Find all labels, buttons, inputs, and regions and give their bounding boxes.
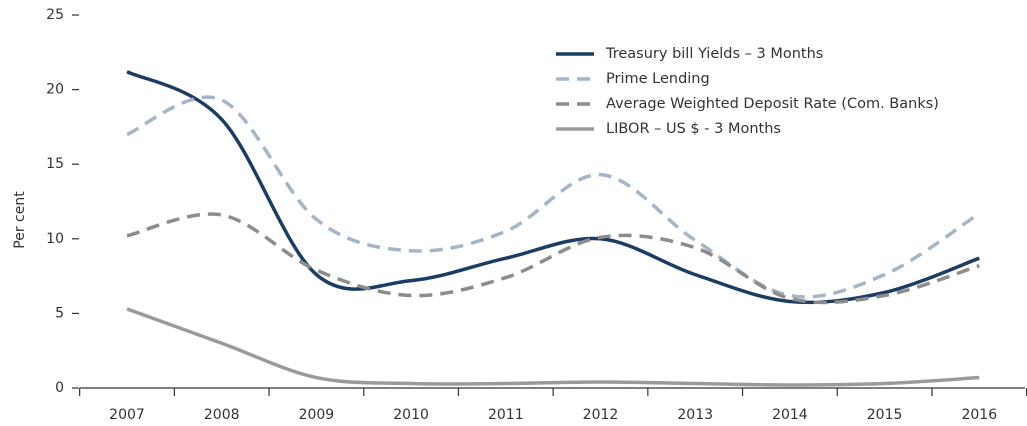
- legend-label: Treasury bill Yields – 3 Months: [605, 46, 823, 62]
- series-line: [126, 212, 980, 305]
- x-tick-label: 2016: [961, 407, 997, 423]
- x-tick-label: 2008: [204, 407, 240, 423]
- series-line: [126, 70, 980, 305]
- y-tick-label: 0: [55, 380, 64, 396]
- x-tick-label: 2010: [393, 407, 429, 423]
- y-tick-label: 15: [46, 156, 64, 172]
- x-tick-label: 2011: [488, 407, 524, 423]
- y-tick-label: 10: [46, 231, 64, 247]
- x-tick-label: 2014: [772, 407, 808, 423]
- y-tick-label: 25: [46, 7, 64, 23]
- series-line: [126, 307, 980, 387]
- x-tick-label: 2013: [677, 407, 713, 423]
- series-line: [126, 95, 981, 299]
- x-tick-label: 2009: [299, 407, 335, 423]
- x-tick-label: 2015: [867, 407, 903, 423]
- legend-label: LIBOR – US $ - 3 Months: [606, 121, 781, 137]
- legend-label: Average Weighted Deposit Rate (Com. Bank…: [606, 96, 939, 112]
- x-tick-label: 2012: [583, 407, 619, 423]
- y-tick-label: 20: [46, 82, 64, 98]
- x-tick-label: 2007: [109, 407, 145, 423]
- y-tick-label: 5: [55, 305, 64, 321]
- y-axis-label: Per cent: [12, 191, 28, 249]
- legend-label: Prime Lending: [606, 71, 710, 87]
